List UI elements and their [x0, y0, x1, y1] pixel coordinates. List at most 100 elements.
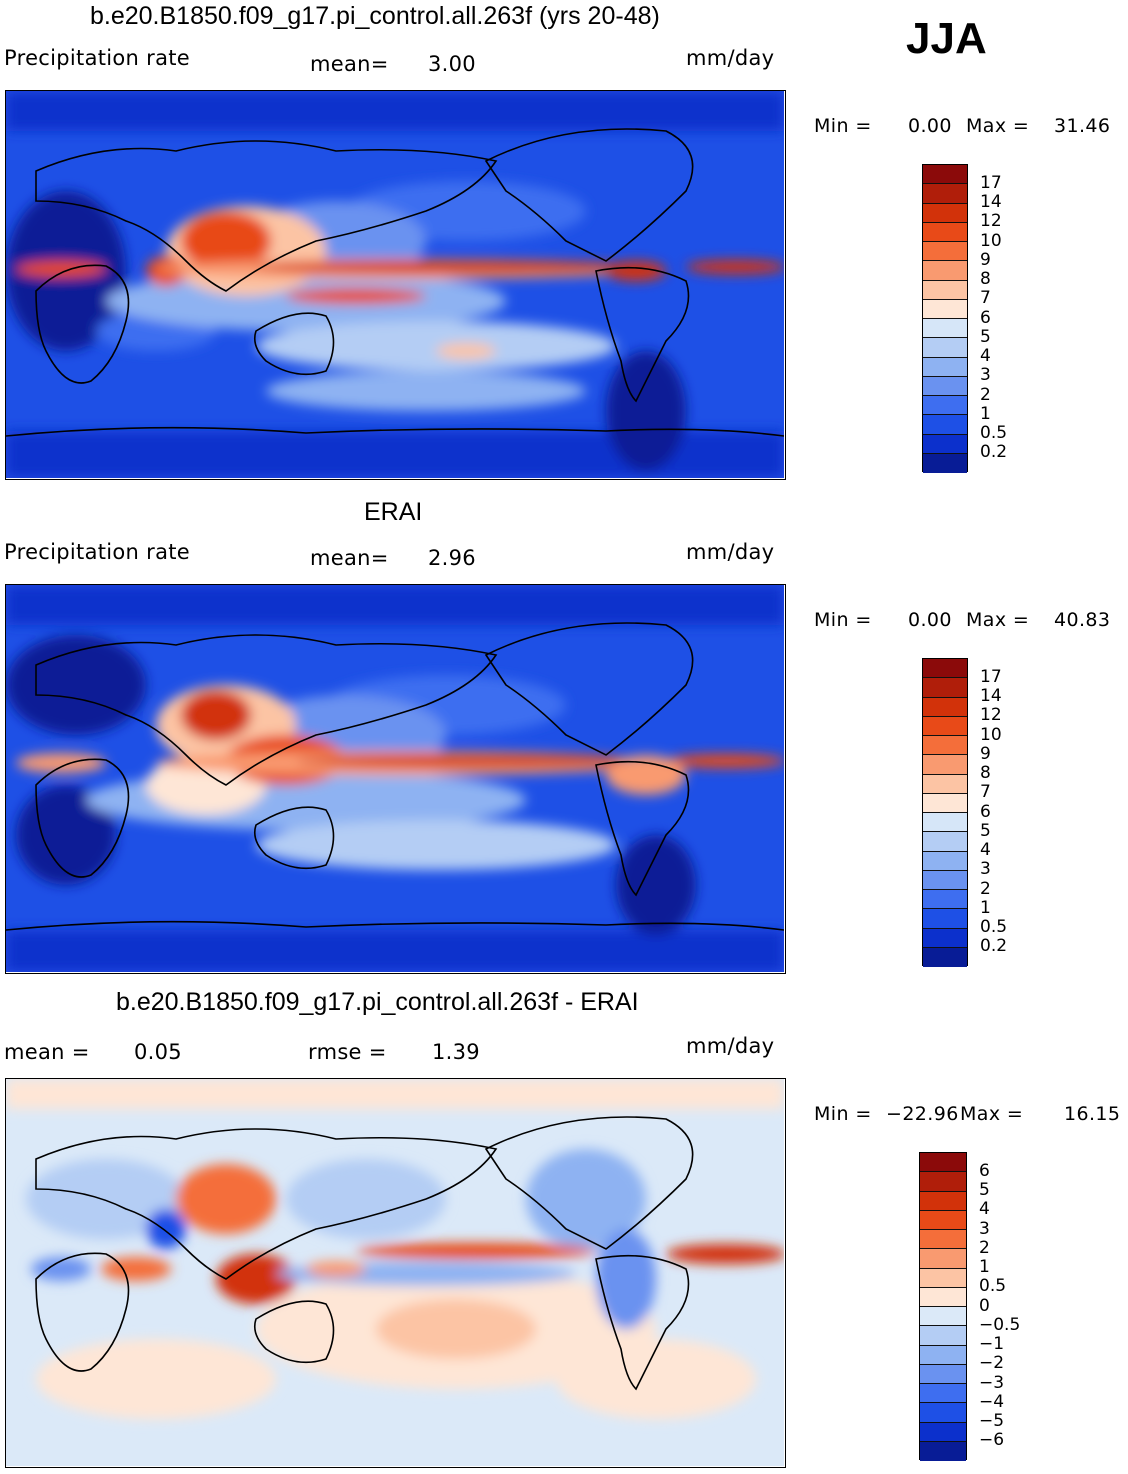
colorbar-tick-label: 0: [979, 1295, 990, 1316]
colorbar-cell: [923, 909, 967, 929]
panel2-coastlines: [6, 622, 784, 931]
colorbar-tick-label: 4: [980, 346, 991, 366]
colorbar-cell: [923, 928, 967, 948]
colorbar-tick-label: 3: [979, 1218, 990, 1239]
colorbar-tick-label: 2: [980, 878, 991, 899]
panel1-min-label: Min =: [814, 115, 872, 137]
panel2-min-value: 0.00: [908, 609, 952, 631]
colorbar-cell: [923, 736, 967, 756]
panel3-mean-value: 0.05: [134, 1040, 182, 1064]
panel1-map: [5, 90, 786, 480]
colorbar-cell: [923, 222, 967, 242]
colorbar-tick-label: 1: [979, 1257, 990, 1277]
colorbar-cell: [923, 242, 967, 262]
colorbar-cell: [923, 261, 967, 281]
colorbar-cell: [920, 1441, 966, 1461]
panel1-max-label: Max =: [966, 115, 1030, 137]
colorbar-tick-label: 7: [980, 782, 991, 803]
colorbar-cell: [923, 697, 967, 717]
colorbar-cell: [920, 1287, 966, 1307]
colorbar-tick-label: 9: [980, 743, 991, 764]
panel3-min-value: −22.96: [886, 1103, 959, 1125]
colorbar-tick-label: 0.5: [979, 1276, 1007, 1297]
colorbar-tick-label: −3: [979, 1372, 1005, 1393]
colorbar-cell: [923, 415, 967, 435]
colorbar-cell: [920, 1153, 966, 1173]
panel2-title: ERAI: [364, 498, 423, 526]
colorbar-tick-label: −0.5: [979, 1314, 1021, 1335]
colorbar-tick-label: 2: [980, 384, 991, 405]
colorbar-cell: [923, 947, 967, 967]
colorbar-cell: [923, 890, 967, 910]
panel3-rmse-label: rmse =: [308, 1040, 387, 1064]
colorbar-cell: [923, 793, 967, 813]
panel3-difference-field: [6, 1079, 784, 1466]
colorbar-tick-label: 6: [980, 307, 991, 328]
colorbar-cell: [923, 851, 967, 871]
colorbar-cell: [920, 1403, 966, 1423]
panel1-max-value: 31.46: [1054, 115, 1111, 137]
colorbar-tick-label: −6: [979, 1430, 1005, 1451]
colorbar-tick-label: 10: [980, 230, 1002, 251]
panel2-max-label: Max =: [966, 609, 1030, 631]
colorbar-tick-label: 7: [980, 288, 991, 309]
colorbar-tick-label: 14: [980, 192, 1002, 212]
colorbar-tick-label: 1: [980, 403, 991, 424]
colorbar-tick-label: −5: [979, 1411, 1005, 1431]
colorbar-cell: [923, 832, 967, 852]
colorbar-cell: [923, 813, 967, 833]
colorbar-tick-label: 5: [980, 326, 991, 347]
colorbar-cell: [923, 434, 967, 454]
season-label: JJA: [906, 14, 987, 63]
colorbar-tick-label: 8: [980, 269, 991, 289]
colorbar-cell: [920, 1364, 966, 1384]
colorbar-cell: [920, 1326, 966, 1346]
colorbar-cell: [923, 774, 967, 794]
colorbar-cell: [923, 165, 967, 185]
colorbar-cell: [923, 870, 967, 890]
colorbar-tick-label: 0.2: [980, 442, 1008, 463]
panel1-variable-label: Precipitation rate: [4, 46, 190, 70]
panel2-max-value: 40.83: [1054, 609, 1111, 631]
panel1-mean-label: mean=: [310, 52, 389, 76]
colorbar-tick-label: 12: [980, 211, 1002, 232]
colorbar-tick-label: 5: [979, 1180, 990, 1200]
colorbar-tick-label: 0.5: [980, 917, 1008, 937]
colorbar-tick-label: 4: [979, 1199, 990, 1220]
panel3-min-label: Min =: [814, 1103, 872, 1125]
panel2-variable-label: Precipitation rate: [4, 540, 190, 564]
colorbar-tick-label: −1: [979, 1334, 1005, 1354]
colorbar-cell: [923, 184, 967, 204]
panel1-mean-value: 3.00: [428, 52, 476, 76]
panel1-min-value: 0.00: [908, 115, 952, 137]
colorbar-cell: [920, 1249, 966, 1269]
panel1-title: b.e20.B1850.f09_g17.pi_control.all.263f …: [90, 2, 660, 30]
panel2-precip-field: [6, 585, 784, 972]
colorbar-cell: [923, 678, 967, 698]
panel3-map: [5, 1078, 786, 1468]
colorbar-tick-label: 0.2: [980, 936, 1008, 957]
colorbar-cell: [920, 1422, 966, 1442]
colorbar-cell: [920, 1172, 966, 1192]
colorbar-cell: [923, 376, 967, 396]
colorbar-tick-label: 14: [980, 686, 1002, 706]
colorbar-tick-label: 12: [980, 705, 1002, 726]
colorbar-cell: [920, 1345, 966, 1365]
colorbar-cell: [923, 319, 967, 339]
colorbar-cell: [920, 1384, 966, 1404]
panel3-rmse-value: 1.39: [432, 1040, 480, 1064]
colorbar-tick-label: 6: [980, 801, 991, 822]
colorbar-tick-label: 5: [980, 820, 991, 841]
colorbar-cell: [923, 203, 967, 223]
colorbar-tick-label: 4: [980, 840, 991, 860]
colorbar-cell: [923, 659, 967, 679]
colorbar-tick-label: 9: [980, 249, 991, 270]
colorbar-tick-label: 1: [980, 897, 991, 918]
colorbar-cell: [920, 1191, 966, 1211]
panel3-units: mm/day: [686, 1034, 775, 1058]
panel1-coastlines: [6, 128, 784, 437]
panel2-map: [5, 584, 786, 974]
colorbar-cell: [923, 280, 967, 300]
colorbar-cell: [923, 299, 967, 319]
panel3-max-value: 16.15: [1064, 1103, 1121, 1125]
